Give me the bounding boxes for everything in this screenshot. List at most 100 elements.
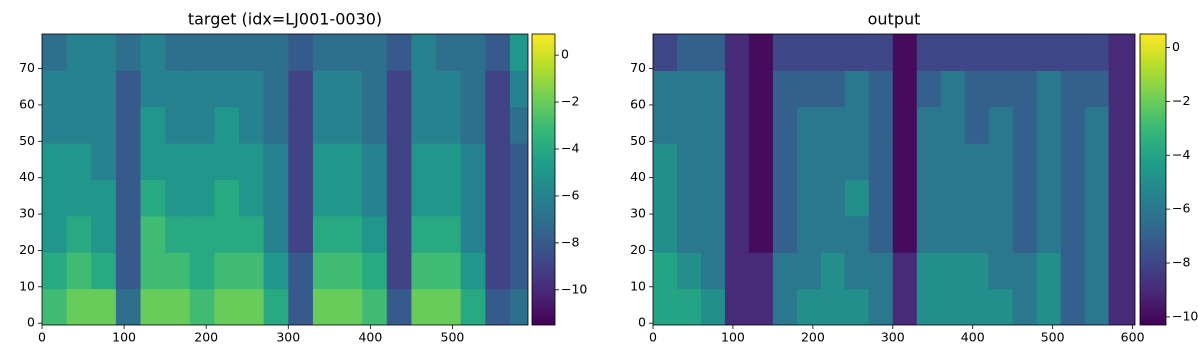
heatmap-cell	[676, 179, 702, 217]
heatmap-cell	[724, 70, 750, 108]
heatmap-cell	[796, 288, 822, 325]
heatmap-cell	[115, 143, 142, 180]
heatmap-cell	[239, 70, 265, 108]
x-tick-label: 500	[441, 330, 465, 345]
heatmap-cell	[312, 70, 339, 108]
heatmap-cell	[772, 70, 798, 108]
heatmap-cell	[189, 70, 215, 108]
y-tick-label: 10	[630, 278, 646, 293]
heatmap-cell	[653, 252, 678, 290]
heatmap-cell	[362, 143, 388, 180]
heatmap-cell	[796, 215, 822, 253]
heatmap-cell	[189, 34, 215, 71]
heatmap-cell	[892, 143, 918, 180]
x-tick-label: 400	[358, 330, 382, 345]
heatmap-cell	[509, 179, 528, 217]
heatmap-cell	[1060, 179, 1086, 217]
heatmap-cell	[844, 215, 870, 253]
heatmap-cell	[700, 34, 726, 71]
heatmap-cell	[700, 288, 726, 325]
heatmap-cell	[362, 252, 388, 290]
heatmap-cell	[940, 252, 966, 290]
heatmap-cell	[509, 70, 528, 108]
axes-frame	[41, 33, 529, 326]
heatmap-cell	[140, 179, 166, 217]
y-tick-label: 20	[630, 242, 646, 257]
heatmap-cell	[214, 106, 240, 144]
heatmap-cell	[460, 143, 486, 180]
heatmap-cell	[362, 215, 388, 253]
heatmap-cell	[42, 179, 68, 217]
heatmap-cell	[140, 143, 166, 180]
heatmap-cell	[964, 34, 990, 71]
colorbar-tick-label: 0	[1172, 39, 1180, 54]
heatmap-cell	[964, 288, 990, 325]
heatmap-cell	[1060, 106, 1086, 144]
heatmap-cell	[337, 70, 363, 108]
x-tick-label: 300	[881, 330, 905, 345]
heatmap-cell	[1036, 34, 1062, 71]
heatmap-cell	[1108, 252, 1135, 290]
heatmap-cell	[288, 34, 314, 71]
heatmap-cell	[362, 70, 388, 108]
heatmap-cell	[772, 34, 798, 71]
heatmap-cell	[820, 179, 846, 217]
heatmap-cell	[411, 288, 437, 325]
heatmap-cell	[940, 215, 966, 253]
heatmap-cell	[892, 252, 918, 290]
heatmap-cell	[748, 106, 774, 144]
heatmap-cell	[772, 215, 798, 253]
heatmap-cell	[820, 143, 846, 180]
heatmap-cell	[844, 252, 870, 290]
heatmap-cell	[411, 106, 437, 144]
heatmap-cell	[700, 143, 726, 180]
heatmap-cell	[1108, 34, 1135, 71]
heatmap-cell	[386, 70, 412, 108]
x-tick-label: 300	[276, 330, 300, 345]
heatmap-cell	[724, 106, 750, 144]
heatmap-cell	[964, 143, 990, 180]
heatmap-cell	[748, 215, 774, 253]
heatmap	[653, 34, 1135, 325]
heatmap-cell	[868, 288, 894, 325]
heatmap-cell	[988, 215, 1014, 253]
heatmap-cell	[460, 252, 486, 290]
heatmap-cell	[916, 215, 942, 253]
heatmap-cell	[700, 70, 726, 108]
y-tick-label: 30	[630, 206, 646, 221]
title: output	[868, 10, 921, 29]
heatmap-cell	[700, 215, 726, 253]
heatmap-cell	[263, 143, 289, 180]
heatmap-cell	[362, 179, 388, 217]
heatmap-cell	[263, 106, 289, 144]
y-tick-label: 60	[630, 96, 646, 111]
heatmap-cell	[214, 252, 240, 290]
heatmap-cell	[337, 288, 363, 325]
heatmap-cell	[916, 34, 942, 71]
heatmap-cell	[988, 252, 1014, 290]
heatmap-cell	[165, 179, 191, 217]
x-tick-label: 0	[38, 330, 46, 345]
heatmap-cell	[386, 143, 412, 180]
heatmap-cell	[916, 288, 942, 325]
y-tick-label: 30	[19, 206, 35, 221]
heatmap-cell	[916, 143, 942, 180]
heatmap-cell	[653, 70, 678, 108]
colorbar	[531, 33, 556, 326]
heatmap-cell	[140, 70, 166, 108]
heatmap-cell	[1036, 252, 1062, 290]
heatmap-cell	[1060, 143, 1086, 180]
heatmap-cell	[288, 179, 314, 217]
heatmap-cell	[653, 179, 678, 217]
heatmap-cell	[411, 252, 437, 290]
heatmap-cell	[772, 143, 798, 180]
colorbar-tick-label: −4	[1172, 147, 1190, 162]
heatmap-cell	[66, 288, 92, 325]
colorbar	[1139, 33, 1167, 326]
heatmap-cell	[288, 215, 314, 253]
heatmap-cell	[140, 215, 166, 253]
colorbar-tick-label: −2	[1172, 93, 1190, 108]
heatmap-cell	[485, 288, 511, 325]
heatmap-cell	[724, 252, 750, 290]
heatmap-cell	[988, 70, 1014, 108]
